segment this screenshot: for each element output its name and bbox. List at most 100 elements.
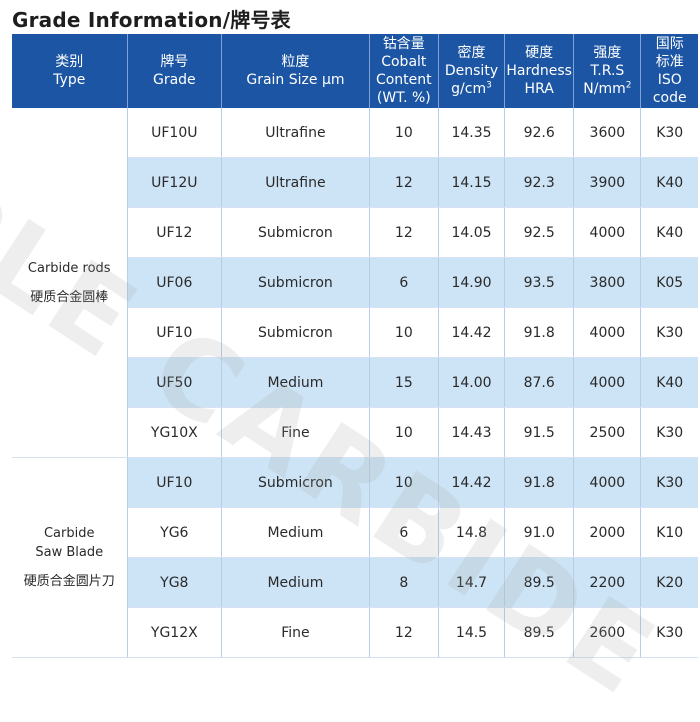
cell-cobalt: 8 [369,557,439,608]
cell-trs: 3800 [573,257,642,308]
cell-cobalt: 10 [369,307,439,358]
header-iso-cn-2: 标准 [655,54,684,70]
cell-iso: K30 [640,457,698,508]
cell-cobalt: 6 [369,257,439,308]
cell-iso: K40 [640,357,698,408]
cell-hardness: 87.6 [504,357,575,408]
table-row: UF50 Medium 15 14.00 87.6 4000 K40 [12,357,698,408]
cell-density: 14.5 [438,607,506,658]
cell-trs: 2000 [573,507,642,558]
cell-cobalt: 12 [369,607,439,658]
density-unit-base: g/cm [451,81,487,97]
group-type-cn: 硬质合金圆片刀 [23,574,115,589]
cell-grain: Fine [221,407,370,458]
header-iso-en-1: ISO [657,72,682,88]
cell-iso: K20 [640,557,698,608]
header-strength-unit: N/mm2 [575,80,639,98]
cell-hardness: 93.5 [504,257,575,308]
cell-iso: K30 [640,307,698,358]
table-row: Carbide Saw Blade 硬质合金圆片刀 UF10 Submicron… [12,457,698,658]
cell-grain: Fine [221,607,370,658]
header-iso-code: 国际 标准 ISO code [640,34,698,108]
header-grain-size: 粒度 Grain Size μm [221,34,370,108]
header-hardness-cn: 硬度 [525,45,554,61]
cell-cobalt: 10 [369,407,439,458]
cell-grade: YG6 [127,507,223,558]
table-row: YG12X Fine 12 14.5 89.5 2600 K30 [12,607,698,658]
header-density: 密度 Density g/cm3 [438,34,506,108]
cell-hardness: 89.5 [504,607,575,658]
cell-trs: 2500 [573,407,642,458]
cell-grain: Medium [221,357,370,408]
table-body: Carbide rods 硬质合金圆棒 UF10U Ultrafine 10 1… [12,108,698,658]
cell-grade: UF06 [127,257,223,308]
header-type-cn: 类别 [55,54,84,70]
cell-grain: Submicron [221,307,370,358]
cell-iso: K40 [640,207,698,258]
cell-density: 14.00 [438,357,506,408]
cell-trs: 3600 [573,108,642,158]
grade-table: 类别 Type 牌号 Grade 粒度 Grain Size μm 钴含量 Co… [12,34,698,658]
header-cobalt-content: 钴含量 Cobalt Content (WT. %) [369,34,439,108]
cell-cobalt: 10 [369,457,439,508]
table-row: YG10X Fine 10 14.43 91.5 2500 K30 [12,407,698,458]
cell-hardness: 92.3 [504,157,575,208]
cell-iso: K05 [640,257,698,308]
group-type-cn: 硬质合金圆棒 [30,289,109,305]
cell-grade: UF10 [127,457,223,508]
table-row: YG6 Medium 6 14.8 91.0 2000 K10 [12,507,698,558]
strength-unit-base: N/mm [583,81,626,97]
cell-grade: UF50 [127,357,223,408]
cell-grade: UF12U [127,157,223,208]
header-iso-en-2: code [652,90,687,106]
header-grain-en: Grain Size μm [246,72,345,88]
cell-hardness: 91.8 [504,307,575,358]
cell-trs: 2600 [573,607,642,658]
header-cobalt-en-2: Content [375,72,432,88]
cell-trs: 3900 [573,157,642,208]
cell-trs: 4000 [573,307,642,358]
cell-grade: UF12 [127,207,223,258]
header-type: 类别 Type [12,34,128,108]
header-grade-cn: 牌号 [160,54,189,70]
cell-iso: K30 [640,407,698,458]
group-type-en-1: Carbide [43,526,95,541]
header-iso-cn-1: 国际 [655,36,684,52]
table-row: UF12U Ultrafine 12 14.15 92.3 3900 K40 [12,157,698,208]
group-type-en: Carbide rods [27,260,111,276]
table-header: 类别 Type 牌号 Grade 粒度 Grain Size μm 钴含量 Co… [12,34,698,108]
cell-iso: K10 [640,507,698,558]
cell-grade: YG10X [127,407,223,458]
cell-trs: 4000 [573,207,642,258]
cell-cobalt: 15 [369,357,439,408]
header-grain-cn: 粒度 [281,54,310,70]
header-type-en: Type [53,72,86,88]
cell-iso: K40 [640,157,698,208]
cell-density: 14.15 [438,157,506,208]
cell-trs: 2200 [573,557,642,608]
cell-grade: UF10U [127,108,223,158]
cell-density: 14.42 [438,457,506,508]
cell-grain: Submicron [221,457,370,508]
cell-grade: YG12X [127,607,223,658]
cell-trs: 4000 [573,457,642,508]
cell-density: 14.43 [438,407,506,458]
header-strength-cn: 强度 [593,45,622,61]
cell-grain: Medium [221,557,370,608]
cell-grade: YG8 [127,557,223,608]
header-density-en: Density [444,63,499,79]
table-row: YG8 Medium 8 14.7 89.5 2200 K20 [12,557,698,608]
cell-hardness: 91.8 [504,457,575,508]
density-unit-exponent: 3 [486,80,492,91]
group-type-en-2: Saw Blade [35,545,104,560]
header-strength-en: T.R.S [590,63,625,79]
group-type-carbide-rods: Carbide rods 硬质合金圆棒 [12,108,128,458]
cell-cobalt: 12 [369,157,439,208]
table-row: UF06 Submicron 6 14.90 93.5 3800 K05 [12,257,698,308]
header-density-unit: g/cm3 [440,80,503,98]
header-cobalt-cn: 钴含量 [382,36,425,52]
cell-grade: UF10 [127,307,223,358]
cell-cobalt: 6 [369,507,439,558]
cell-hardness: 92.6 [504,108,575,158]
cell-grain: Ultrafine [221,108,370,158]
